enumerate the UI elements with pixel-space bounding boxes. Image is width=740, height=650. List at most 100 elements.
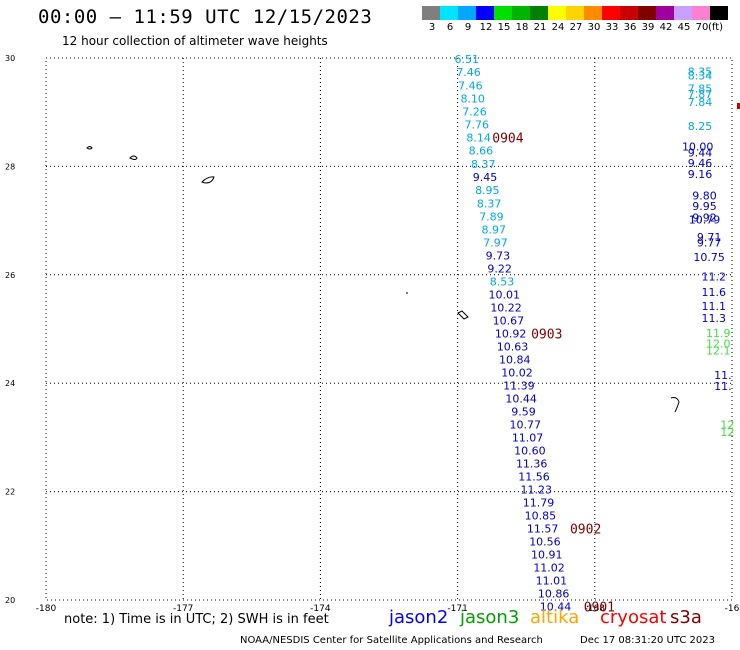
y-tick-label: 26 xyxy=(5,271,15,280)
color-swatch-11 xyxy=(620,6,638,20)
wave-height-point: 7.84 xyxy=(688,96,713,109)
wave-height-point: 10.63 xyxy=(497,340,529,353)
wave-height-point: 8.53 xyxy=(490,275,515,288)
wave-height-point: 11.79 xyxy=(523,496,555,509)
wave-height-point: 11. xyxy=(714,380,732,393)
wave-height-point: 9.16 xyxy=(688,168,713,181)
plot-frame xyxy=(45,57,733,601)
wave-height-point: 10.77 xyxy=(510,418,542,431)
island-outline xyxy=(86,146,93,150)
color-swatch-12 xyxy=(638,6,656,20)
wave-height-point: 11.56 xyxy=(518,470,550,483)
wave-height-point: 10.60 xyxy=(514,444,546,457)
wave-height-point: 10.92 xyxy=(495,327,527,340)
wave-height-point: 7.89 xyxy=(479,210,504,223)
wave-height-point: 8.95 xyxy=(475,184,500,197)
wave-height-point: 10.01 xyxy=(488,288,520,301)
color-swatch-label: 42 xyxy=(660,22,673,33)
wave-height-point: 11.9 xyxy=(706,327,731,340)
island-outline xyxy=(670,397,680,413)
sync-time-label: 0904 xyxy=(492,132,523,147)
wave-height-point: 11.6 xyxy=(701,286,726,299)
wave-height-point: 9.73 xyxy=(486,249,511,262)
color-swatch-label: 12 xyxy=(480,22,493,33)
satellite-altika: altika xyxy=(530,607,580,628)
wave-height-point: 11. xyxy=(714,369,732,382)
y-tick-label: 30 xyxy=(5,54,15,63)
wave-height-point: 12.0 xyxy=(706,338,731,351)
color-swatch-label: 6 xyxy=(447,22,453,33)
satellite-jason2: jason2 xyxy=(389,607,449,628)
wave-height-point: 8.37 xyxy=(477,197,502,210)
color-swatch-label: 18 xyxy=(516,22,529,33)
wave-height-point: 8.25 xyxy=(688,120,713,133)
wave-height-point: 10.86 xyxy=(538,587,570,600)
color-swatch-13 xyxy=(656,6,674,20)
wave-height-point: 8.34 xyxy=(688,69,713,82)
color-swatch-4 xyxy=(494,6,512,20)
wave-height-point: 9.45 xyxy=(473,171,498,184)
wave-height-point: 10.84 xyxy=(499,353,531,366)
wave-height-point: 7.46 xyxy=(456,66,481,79)
wave-height-point: 12 xyxy=(720,418,734,431)
color-swatch-label: 45 xyxy=(678,22,691,33)
color-swatch-label: 27 xyxy=(570,22,583,33)
color-swatch-label: 15 xyxy=(498,22,511,33)
color-swatch-1 xyxy=(440,6,458,20)
wave-height-point: 10.00 xyxy=(682,140,714,153)
wave-height-point: 9.92 xyxy=(692,211,717,224)
color-swatch-label: 24 xyxy=(552,22,565,33)
satellite-cryosat: cryosat xyxy=(600,607,667,628)
wave-height-point: 11.36 xyxy=(516,457,548,470)
wave-height-point: 9.71 xyxy=(697,231,722,244)
wave-height-point: 8.97 xyxy=(481,223,506,236)
wave-height-point: 12 xyxy=(720,426,734,439)
wave-height-point: 12.1 xyxy=(706,345,731,358)
wave-height-point: 9.80 xyxy=(692,190,717,203)
color-swatch-14 xyxy=(674,6,692,20)
color-swatch-3 xyxy=(476,6,494,20)
color-swatch-16 xyxy=(710,6,728,20)
wave-height-point: 11.07 xyxy=(512,431,544,444)
wave-height-point: 9.22 xyxy=(487,262,512,275)
island-outline xyxy=(457,310,469,320)
wave-height-point: 9.77 xyxy=(697,236,722,249)
data-points: 6.517.467.468.107.267.768.148.668.379.45… xyxy=(454,53,740,614)
color-swatch-label: 9 xyxy=(465,22,471,33)
edge-marker xyxy=(737,103,740,109)
x-tick-label: -16 xyxy=(725,604,740,614)
footer-credit: NOAA/NESDIS Center for Satellite Applica… xyxy=(240,635,543,646)
wave-height-point: 7.97 xyxy=(483,236,508,249)
coastline-islands xyxy=(86,146,680,413)
y-tick-label: 22 xyxy=(5,488,15,497)
wave-height-point: 11.2 xyxy=(701,270,726,283)
wave-height-point: 10.91 xyxy=(531,548,563,561)
color-swatch-2 xyxy=(458,6,476,20)
island-outline xyxy=(129,155,138,160)
wave-height-point: 11.23 xyxy=(521,483,553,496)
color-swatch-7 xyxy=(548,6,566,20)
color-bar-unit: (ft) xyxy=(708,22,723,33)
wave-height-point: 8.10 xyxy=(460,93,485,106)
x-tick-label: -177 xyxy=(173,604,193,614)
wave-height-point: 8.66 xyxy=(469,145,494,158)
sync-time-label: 0902 xyxy=(570,522,601,537)
wave-height-point: 10.79 xyxy=(689,214,721,227)
wave-height-point: 10.44 xyxy=(540,601,572,614)
color-swatch-5 xyxy=(512,6,530,20)
x-tick-label: -180 xyxy=(36,604,57,614)
chart-subtitle: 12 hour collection of altimeter wave hei… xyxy=(62,34,328,48)
y-tick-label: 28 xyxy=(5,162,15,171)
footer-timestamp: Dec 17 08:31:20 UTC 2023 xyxy=(580,635,715,646)
wave-height-point: 11.02 xyxy=(533,561,565,574)
color-swatch-label: 30 xyxy=(588,22,601,33)
x-tick-label: -174 xyxy=(310,604,331,614)
wave-height-point: 11.57 xyxy=(527,522,559,535)
chart-title: 00:00 – 11:59 UTC 12/15/2023 xyxy=(38,6,373,28)
color-swatch-label: 3 xyxy=(429,22,435,33)
sync-time-label: 0903 xyxy=(531,327,562,342)
wave-height-point: 9.59 xyxy=(511,405,536,418)
wave-height-point: 7.87 xyxy=(688,88,713,101)
wave-height-point: 8.35 xyxy=(688,66,713,79)
wave-height-point: 9.46 xyxy=(688,157,713,170)
